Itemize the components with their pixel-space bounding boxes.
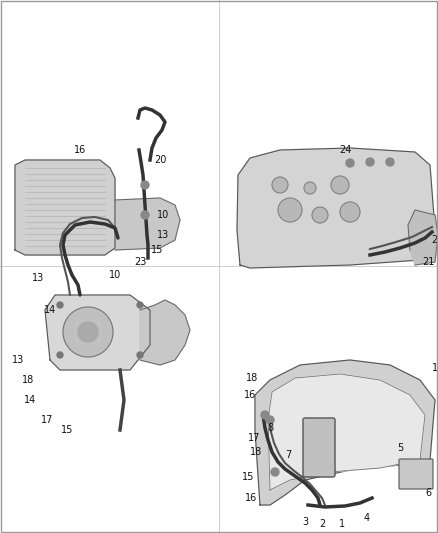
Text: 17: 17 xyxy=(41,415,53,425)
Text: 15: 15 xyxy=(61,425,73,435)
Text: 5: 5 xyxy=(397,443,403,453)
Text: 24: 24 xyxy=(339,145,351,155)
Polygon shape xyxy=(140,300,190,365)
Text: 16: 16 xyxy=(245,493,257,503)
Text: 14: 14 xyxy=(44,305,56,315)
Circle shape xyxy=(57,302,63,308)
Text: 6: 6 xyxy=(425,488,431,498)
Circle shape xyxy=(261,411,269,419)
Circle shape xyxy=(271,468,279,476)
Text: 10: 10 xyxy=(157,210,169,220)
Circle shape xyxy=(141,181,149,189)
Circle shape xyxy=(386,158,394,166)
Circle shape xyxy=(141,211,149,219)
Polygon shape xyxy=(408,210,438,265)
Text: 17: 17 xyxy=(248,433,260,443)
Text: 7: 7 xyxy=(285,450,291,460)
Text: 8: 8 xyxy=(267,423,273,433)
Text: 19: 19 xyxy=(432,363,438,373)
Polygon shape xyxy=(237,148,435,268)
Circle shape xyxy=(278,198,302,222)
Text: 16: 16 xyxy=(74,145,86,155)
Circle shape xyxy=(63,307,113,357)
Circle shape xyxy=(331,176,349,194)
Text: 18: 18 xyxy=(250,447,262,457)
Polygon shape xyxy=(115,198,180,250)
Circle shape xyxy=(137,352,143,358)
Text: 15: 15 xyxy=(151,245,163,255)
Circle shape xyxy=(304,182,316,194)
Text: 21: 21 xyxy=(422,257,434,267)
Polygon shape xyxy=(268,374,425,490)
Circle shape xyxy=(312,207,328,223)
FancyBboxPatch shape xyxy=(303,418,335,477)
Text: 16: 16 xyxy=(244,390,256,400)
Circle shape xyxy=(366,158,374,166)
Text: 10: 10 xyxy=(109,270,121,280)
Text: 13: 13 xyxy=(157,230,169,240)
Text: 14: 14 xyxy=(24,395,36,405)
Text: 13: 13 xyxy=(12,355,24,365)
Text: 3: 3 xyxy=(302,517,308,527)
Text: 22: 22 xyxy=(432,235,438,245)
Polygon shape xyxy=(255,360,435,505)
Circle shape xyxy=(346,159,354,167)
Text: 4: 4 xyxy=(364,513,370,523)
Circle shape xyxy=(266,416,274,424)
Text: 23: 23 xyxy=(134,257,146,267)
Text: 1: 1 xyxy=(339,519,345,529)
Polygon shape xyxy=(15,160,115,255)
Circle shape xyxy=(57,352,63,358)
Text: 15: 15 xyxy=(242,472,254,482)
Circle shape xyxy=(137,302,143,308)
Text: 20: 20 xyxy=(154,155,166,165)
Circle shape xyxy=(272,177,288,193)
Text: 2: 2 xyxy=(319,519,325,529)
FancyBboxPatch shape xyxy=(399,459,433,489)
Text: 18: 18 xyxy=(246,373,258,383)
Circle shape xyxy=(78,322,98,342)
Text: 18: 18 xyxy=(22,375,34,385)
Text: 13: 13 xyxy=(32,273,44,283)
Circle shape xyxy=(340,202,360,222)
Polygon shape xyxy=(45,295,150,370)
